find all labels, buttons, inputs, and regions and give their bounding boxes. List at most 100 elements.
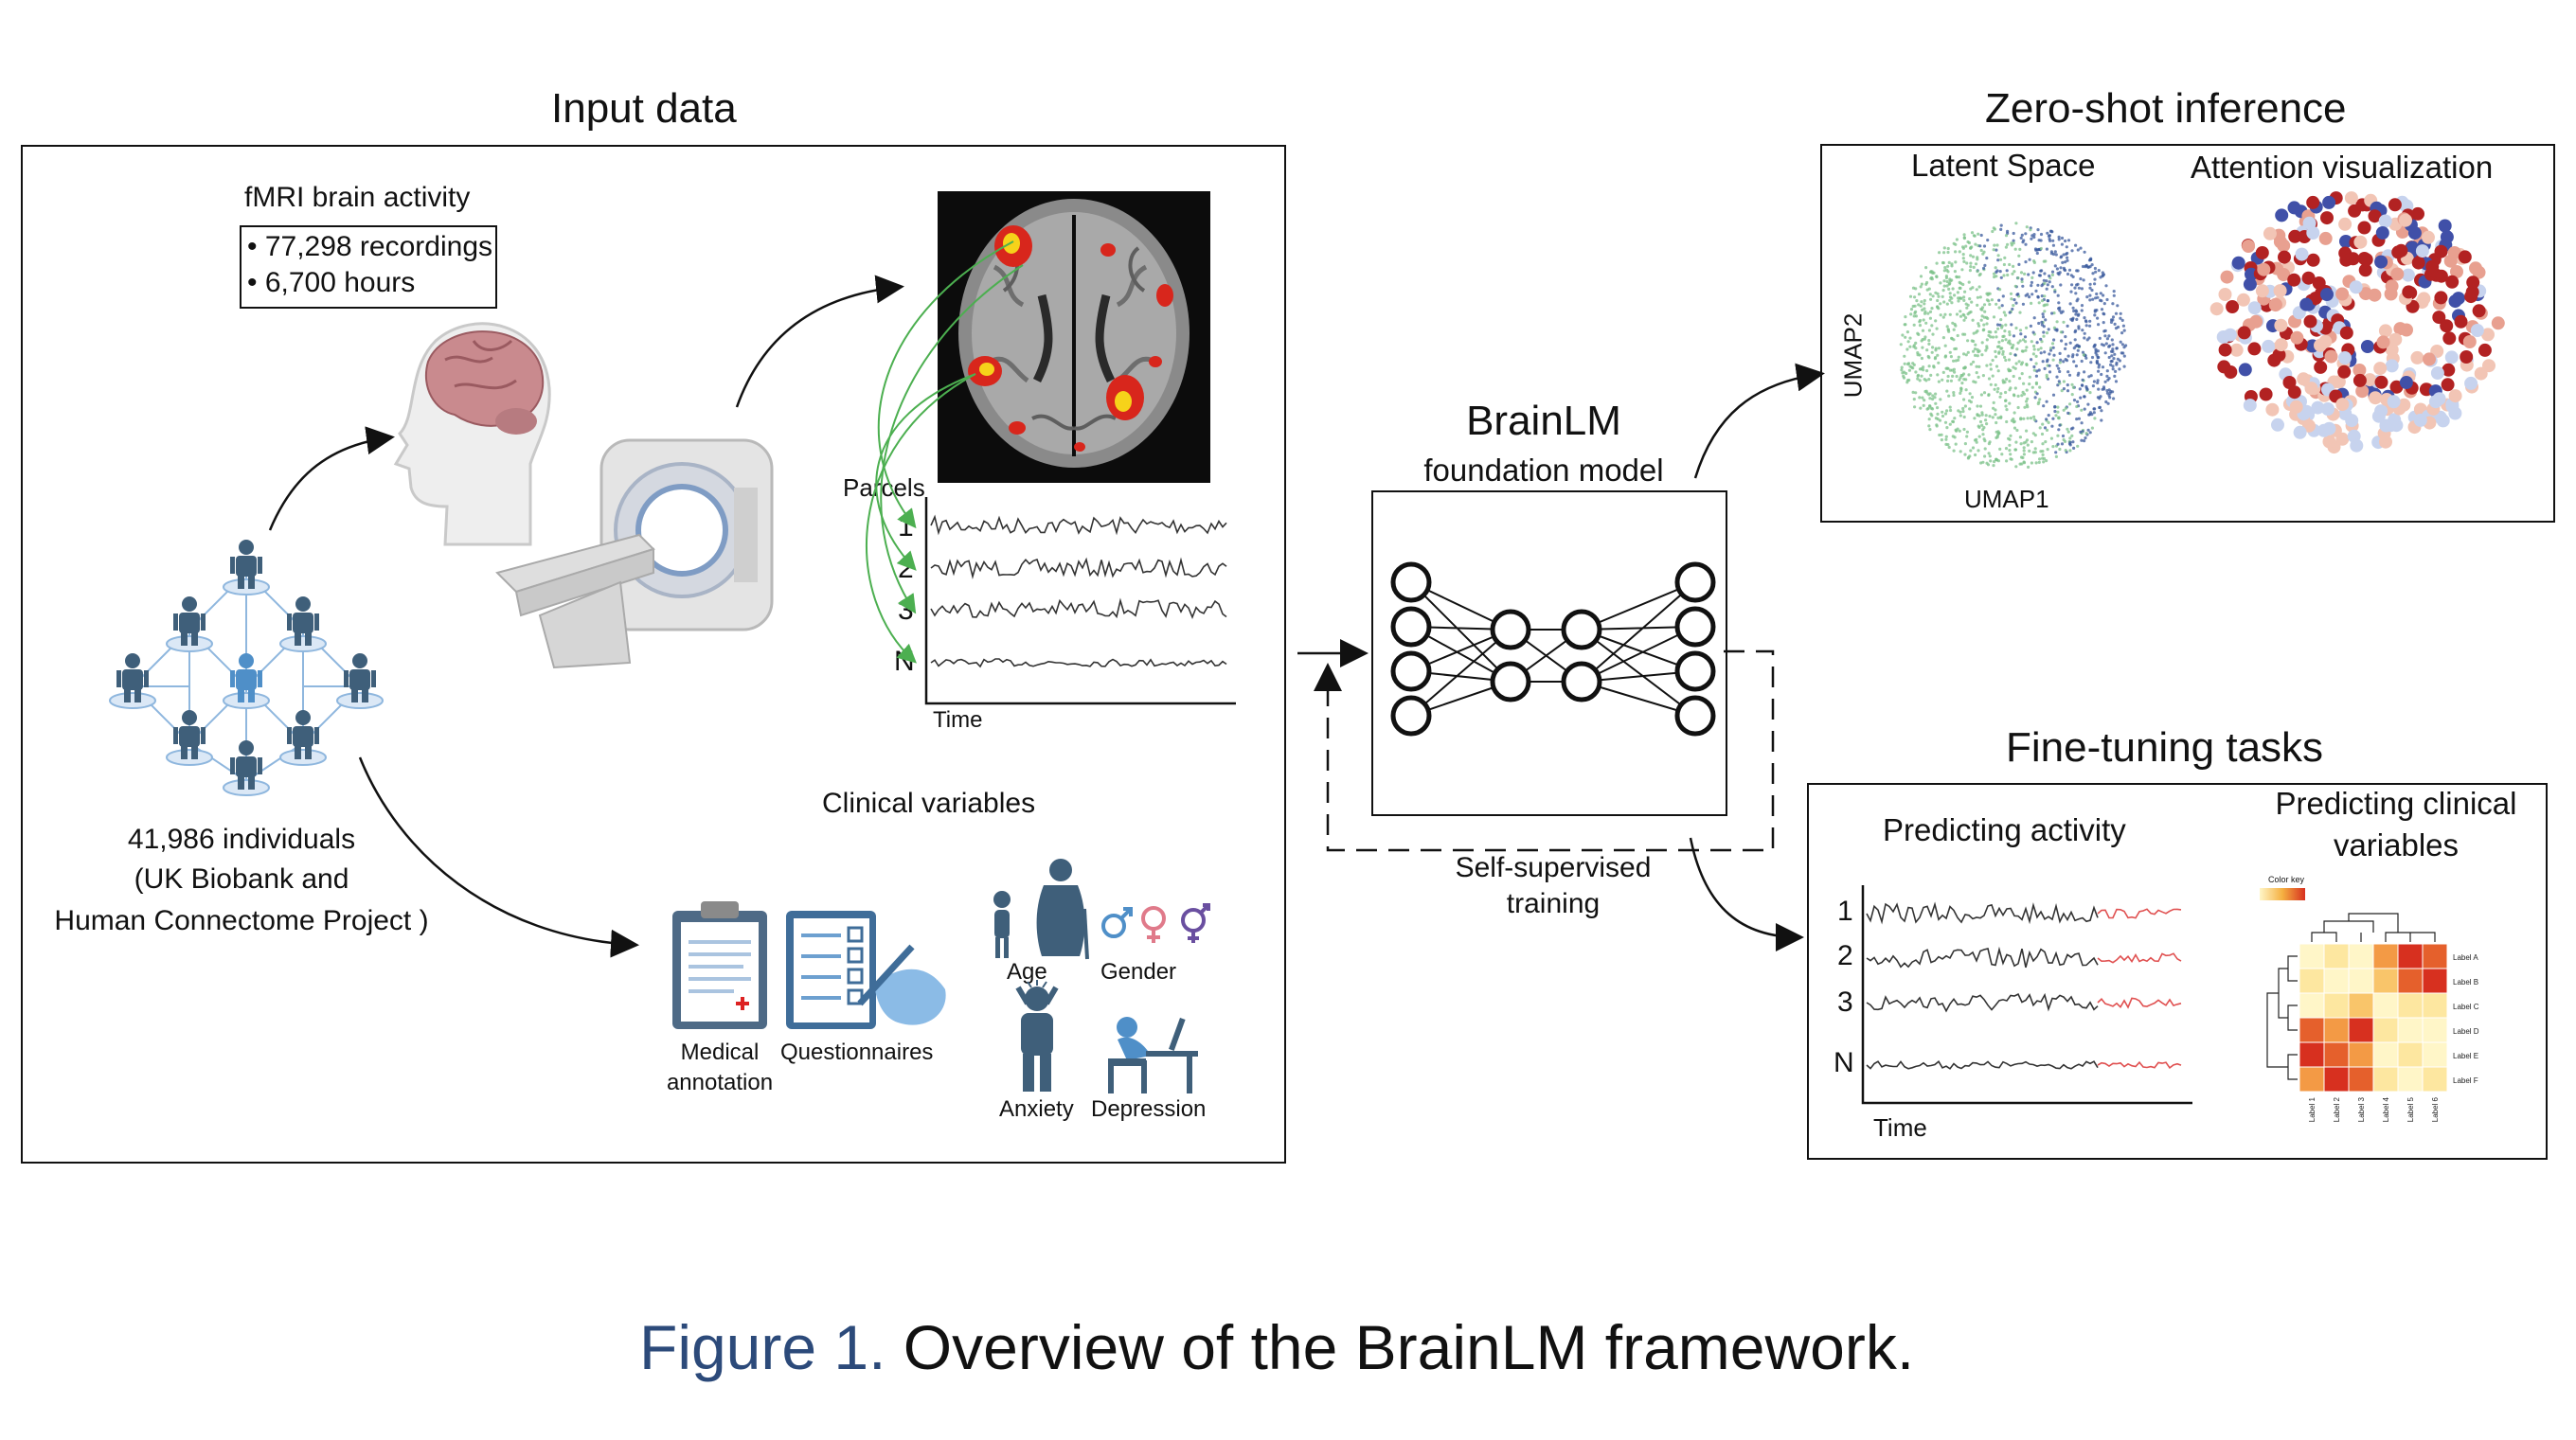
umap-point [1914, 370, 1918, 374]
umap-point [1975, 330, 1978, 334]
attention-point [2321, 402, 2334, 416]
umap-point [1937, 294, 1941, 298]
umap-point [2121, 351, 2125, 355]
umap-point [1977, 322, 1980, 326]
umap-point [1959, 373, 1963, 378]
umap-point [2046, 231, 2049, 235]
umap-point [2043, 350, 2047, 354]
umap-point [2033, 396, 2037, 400]
umap-point [2008, 449, 2012, 453]
umap-point [1978, 295, 1982, 299]
umap-point [2026, 293, 2030, 296]
umap-point [1920, 282, 1923, 286]
umap-point [2025, 346, 2029, 349]
attention-point [2304, 382, 2318, 396]
umap-point [2075, 310, 2079, 313]
umap-point [1919, 275, 1923, 278]
umap-point [2009, 292, 2013, 295]
umap-point [1976, 404, 1979, 408]
umap-point [1962, 366, 1966, 370]
anxiety-label: Anxiety [999, 1096, 1074, 1122]
umap-point [2019, 236, 2023, 240]
attention-point [2299, 297, 2314, 311]
umap-point [2051, 252, 2056, 257]
umap-point [2045, 459, 2048, 463]
attention-point [2255, 246, 2269, 259]
umap-point [2070, 283, 2074, 287]
umap-point [2032, 364, 2036, 369]
umap-point [1913, 295, 1917, 299]
umap-point [2022, 239, 2026, 242]
umap-point [2104, 400, 2108, 404]
umap-point [1997, 298, 2001, 302]
umap-point [1964, 388, 1968, 392]
umap-point [2039, 232, 2044, 237]
umap-point [2068, 302, 2072, 306]
umap-point [2043, 366, 2047, 370]
attention-point [2438, 219, 2452, 233]
heatmap-cell [2299, 1017, 2325, 1043]
attention-point [2441, 378, 2455, 392]
umap-point [2013, 366, 2017, 370]
umap-point [1958, 296, 1962, 300]
umap-point [2090, 426, 2094, 430]
umap-point [1988, 302, 1992, 307]
umap-point [2066, 427, 2069, 431]
umap-point [2056, 410, 2060, 414]
umap-point [2056, 442, 2060, 446]
umap-point [2111, 367, 2115, 371]
umap-point [1950, 262, 1954, 266]
umap-point [2086, 428, 2090, 432]
umap-point [1961, 312, 1965, 316]
umap-point [2058, 361, 2062, 364]
umap-point [1990, 298, 1994, 302]
umap-point [1966, 240, 1970, 244]
umap-point [2071, 275, 2075, 278]
umap-point [2073, 330, 2077, 334]
umap-point [2085, 338, 2089, 342]
umap-point [1979, 307, 1983, 311]
umap-point [2068, 341, 2072, 345]
attention-point [2359, 287, 2372, 301]
umap-point [1939, 398, 1942, 401]
umap-point [2046, 448, 2049, 452]
umap-point [2079, 246, 2083, 250]
attention-point [2389, 418, 2404, 433]
umap-point [2042, 278, 2046, 282]
attention-point [2469, 261, 2482, 276]
umap-point [2022, 417, 2026, 420]
heatmap-row-label: Label D [2453, 1027, 2479, 1036]
umap-point [1927, 329, 1931, 332]
umap-point [1927, 339, 1931, 343]
umap-point [1933, 357, 1937, 361]
umap-point [2119, 316, 2122, 320]
umap-point [1995, 248, 1998, 252]
umap-point [2009, 352, 2012, 356]
umap-point [2080, 421, 2084, 425]
umap-point [2107, 393, 2111, 398]
umap-point [2043, 310, 2047, 313]
umap-point [2062, 408, 2066, 412]
attention-point [2229, 343, 2244, 357]
umap-point [2025, 429, 2029, 433]
umap-point [1913, 304, 1917, 308]
umap-point [2030, 340, 2033, 344]
umap-point [2059, 266, 2063, 270]
umap-point [2005, 408, 2009, 412]
attention-point [2272, 348, 2286, 362]
umap-point [1997, 340, 2001, 344]
umap-point [2030, 276, 2034, 279]
umap-point [2035, 341, 2039, 345]
umap-point [1919, 285, 1923, 289]
heatmap-cell [2323, 968, 2350, 994]
umap-point [2054, 451, 2058, 454]
umap-point [2088, 319, 2092, 323]
umap-point [1921, 329, 1925, 332]
umap-point [2018, 329, 2023, 332]
umap-point [1967, 280, 1971, 284]
umap-point [1972, 234, 1976, 238]
umap-point [2002, 311, 2006, 314]
umap-point [1964, 378, 1968, 382]
umap-point [1992, 406, 1995, 410]
